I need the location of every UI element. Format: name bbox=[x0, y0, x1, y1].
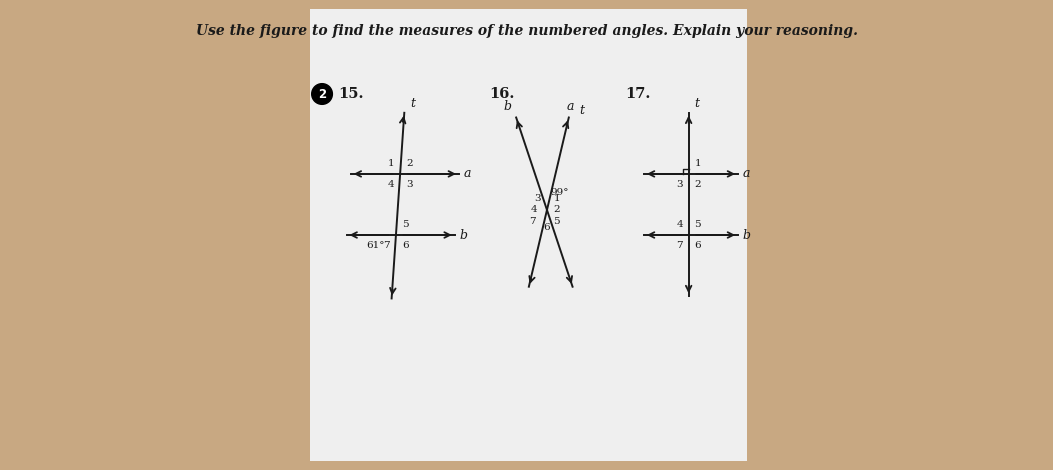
Text: 4: 4 bbox=[531, 205, 538, 214]
Text: 15.: 15. bbox=[338, 87, 364, 101]
Text: 7: 7 bbox=[529, 217, 536, 226]
Text: 2: 2 bbox=[694, 180, 701, 188]
Text: 16.: 16. bbox=[489, 87, 514, 101]
Text: 1: 1 bbox=[694, 159, 701, 168]
Text: 7: 7 bbox=[676, 241, 683, 250]
Text: 61°: 61° bbox=[366, 241, 385, 250]
Text: 1: 1 bbox=[554, 195, 560, 204]
Text: a: a bbox=[742, 167, 750, 180]
Text: 2: 2 bbox=[406, 159, 413, 168]
Text: t: t bbox=[579, 103, 584, 117]
Text: 99°: 99° bbox=[551, 188, 570, 197]
Text: 5: 5 bbox=[402, 220, 409, 229]
Text: b: b bbox=[742, 228, 751, 242]
Text: 4: 4 bbox=[676, 220, 683, 229]
Text: t: t bbox=[411, 97, 416, 110]
Text: 4: 4 bbox=[388, 180, 394, 189]
Text: 2: 2 bbox=[318, 87, 326, 101]
Text: 3: 3 bbox=[406, 180, 413, 189]
Text: 6: 6 bbox=[694, 241, 701, 250]
Text: a: a bbox=[463, 167, 471, 180]
Text: t: t bbox=[695, 97, 700, 110]
Text: 17.: 17. bbox=[625, 87, 651, 101]
Text: 5: 5 bbox=[694, 220, 701, 229]
Text: 3: 3 bbox=[676, 180, 683, 188]
Circle shape bbox=[312, 84, 333, 104]
Text: 6: 6 bbox=[402, 241, 409, 250]
Text: a: a bbox=[567, 100, 574, 113]
Text: 6: 6 bbox=[543, 223, 551, 232]
Text: 2: 2 bbox=[554, 205, 560, 214]
Text: 1: 1 bbox=[388, 159, 394, 168]
Text: b: b bbox=[503, 100, 512, 113]
Text: 3: 3 bbox=[534, 195, 540, 204]
Text: 7: 7 bbox=[383, 241, 390, 250]
Text: 5: 5 bbox=[554, 217, 560, 226]
FancyBboxPatch shape bbox=[311, 9, 748, 461]
Text: Use the figure to find the measures of the numbered angles. Explain your reasoni: Use the figure to find the measures of t… bbox=[196, 24, 857, 38]
Text: b: b bbox=[459, 228, 468, 242]
